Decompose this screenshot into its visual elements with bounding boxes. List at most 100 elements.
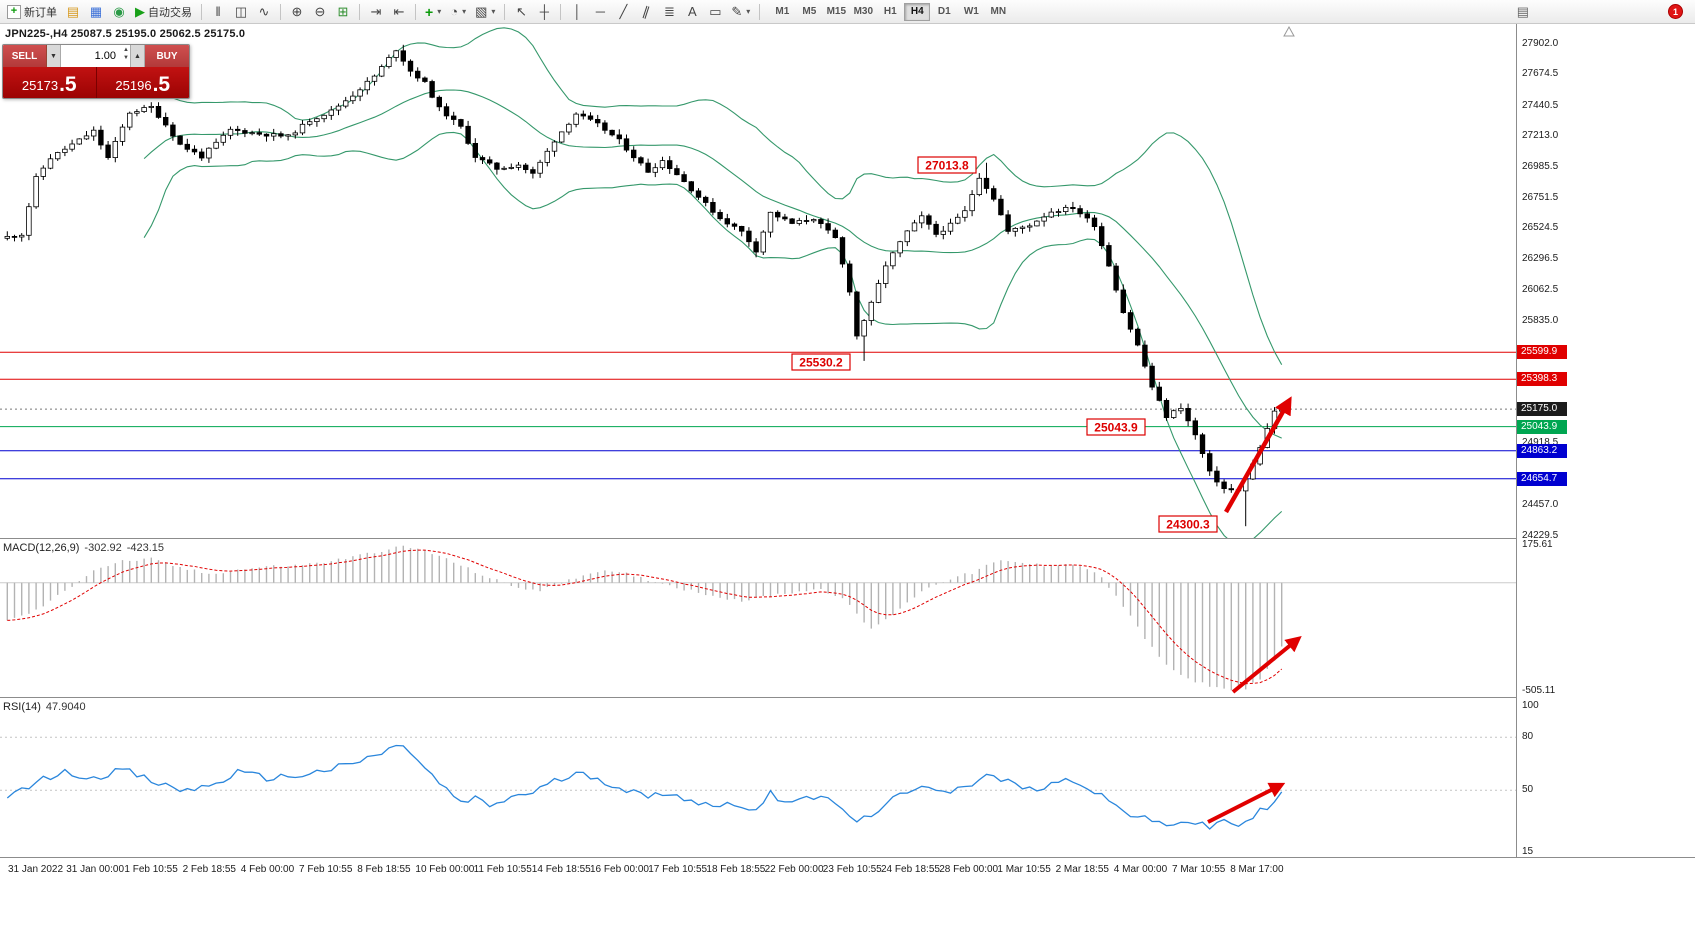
tile-windows-icon: ⊞	[337, 4, 349, 19]
time-axis-label: 10 Feb 00:00	[415, 864, 475, 875]
volume-increase-button[interactable]: ▲	[131, 45, 145, 67]
timeframe-button-h4[interactable]: H4	[904, 2, 931, 21]
rsi-canvas[interactable]	[0, 698, 1517, 856]
tile-windows-button[interactable]: ⊞	[332, 2, 354, 22]
timeframe-button-m1[interactable]: M1	[769, 3, 795, 21]
time-axis[interactable]: 31 Jan 2022 31 Jan 00:00 1 Feb 10:55 2 Feb …	[0, 857, 1695, 883]
buy-price-dec: .5	[152, 73, 171, 96]
panel-divider[interactable]	[0, 538, 1517, 539]
price-annotation[interactable]: 27013.8	[917, 156, 977, 174]
cursor-icon: ↖	[515, 4, 527, 19]
buy-button[interactable]: BUY	[145, 45, 189, 67]
price-annotation[interactable]: 25043.9	[1086, 418, 1146, 436]
line-chart-button[interactable]: ∿	[253, 2, 275, 22]
chart-shift-marker[interactable]	[1283, 25, 1295, 37]
toolbar-separator	[504, 3, 506, 20]
time-axis-label: 16 Feb 00:00	[590, 864, 649, 875]
trend-arrow-macd[interactable]	[1231, 635, 1302, 694]
rsi-name: RSI(14)	[3, 701, 41, 713]
zoom-in-button[interactable]: ⊕	[286, 2, 308, 22]
buy-price[interactable]: 25196.5	[97, 67, 190, 98]
text-button[interactable]: A	[681, 2, 703, 22]
zoom-out-button[interactable]: ⊖	[309, 2, 331, 22]
timeframe-button-m30[interactable]: M30	[850, 3, 876, 21]
price-level-badge: 25599.9	[1517, 345, 1567, 360]
timeframe-button-m15[interactable]: M15	[823, 3, 849, 21]
terminal-button[interactable]: ▤	[62, 2, 84, 22]
sell-button[interactable]: SELL	[3, 45, 47, 67]
timeframe-button-mn[interactable]: MN	[985, 3, 1011, 21]
time-axis-label: 11 Feb 10:55	[473, 864, 532, 875]
price-level-badge: 25398.3	[1517, 372, 1567, 387]
trade-panel-prices: 25173.5 25196.5	[3, 67, 189, 98]
time-axis-label: 31 Jan 2022	[8, 864, 64, 875]
volume-spinner[interactable]: ▲ ▼	[123, 46, 129, 63]
time-axis-label: 17 Feb 10:55	[648, 864, 708, 875]
channel-button[interactable]: ∥	[635, 2, 657, 22]
autotrading-icon: ▶	[135, 4, 145, 19]
trend-arrow-main[interactable]	[1224, 396, 1292, 514]
timeframe-button-w1[interactable]: W1	[958, 3, 984, 21]
time-axis-label: 2 Feb 18:55	[182, 864, 236, 875]
price-tick: 26524.5	[1522, 222, 1559, 234]
volume-field: ▲▼	[61, 45, 131, 67]
chevron-down-icon: ▾	[491, 7, 496, 16]
market-watch-button[interactable]: ▦	[85, 2, 107, 22]
chart-shift-icon: ⇤	[393, 4, 405, 19]
time-axis-label: 8 Mar 17:00	[1230, 864, 1284, 875]
vertical-line-button[interactable]: │	[566, 2, 588, 22]
toolbar-separator	[415, 3, 416, 20]
timeframe-button-d1[interactable]: D1	[931, 3, 957, 21]
spinner-up-icon[interactable]: ▲	[123, 47, 129, 53]
chart-shift-button[interactable]: ⇤	[388, 2, 410, 22]
horizontal-line-button[interactable]: ─	[589, 2, 611, 22]
price-annotation[interactable]: 25530.2	[791, 353, 851, 371]
new-order-button[interactable]: + 新订单	[3, 2, 61, 22]
new-order-label: 新订单	[24, 6, 57, 19]
auto-scroll-button[interactable]: ⇥	[365, 2, 387, 22]
indicators-button[interactable]: + ▾	[421, 2, 445, 22]
bar-chart-button[interactable]: ǁ	[207, 2, 229, 22]
timeframe-button-m5[interactable]: M5	[796, 3, 822, 21]
price-tick: 27213.0	[1522, 130, 1559, 142]
macd-name: MACD(12,26,9)	[3, 542, 80, 554]
price-tick: 24457.0	[1522, 499, 1559, 511]
volume-decrease-button[interactable]: ▼	[47, 45, 61, 67]
chevron-down-icon: ▾	[462, 7, 467, 16]
sell-price[interactable]: 25173.5	[3, 67, 96, 98]
print-icon[interactable]: ▤	[1516, 4, 1529, 19]
price-tick: 27902.0	[1522, 37, 1559, 49]
market-watch-icon: ▦	[89, 4, 103, 19]
trend-arrow-rsi[interactable]	[1207, 782, 1286, 824]
spinner-down-icon[interactable]: ▼	[123, 55, 129, 62]
crosshair-button[interactable]: ┼	[533, 2, 555, 22]
timeframe-button-h1[interactable]: H1	[877, 3, 903, 21]
time-axis-label: 1 Feb 10:55	[124, 864, 178, 875]
price-axis[interactable]: 27902.0 27674.5 27440.5 27213.0 26985.5 26751…	[1517, 24, 1695, 883]
trendline-button[interactable]: ╱	[612, 2, 634, 22]
sell-price-dec: .5	[59, 73, 77, 96]
main-chart-canvas[interactable]: 27013.8 25530.2 25043.9 24300.3	[0, 24, 1517, 539]
time-axis-label: 2 Mar 18:55	[1055, 864, 1109, 875]
price-tick: 26751.5	[1522, 191, 1559, 203]
candlestick-chart-button[interactable]: ◫	[230, 2, 252, 22]
text-label-button[interactable]: ▭	[704, 2, 726, 22]
fibonacci-button[interactable]: ≣	[658, 2, 680, 22]
notification-badge[interactable]: 1	[1668, 4, 1683, 19]
navigator-button[interactable]: ◉	[108, 2, 130, 22]
autotrading-button[interactable]: ▶ 自动交易	[131, 2, 196, 22]
indicators-icon: +	[425, 3, 434, 20]
macd-value: -302.92	[84, 542, 122, 554]
templates-button[interactable]: ▧ ▾	[471, 2, 499, 22]
price-annotation[interactable]: 24300.3	[1158, 515, 1218, 533]
periods-button[interactable]: ◔ ▾	[446, 2, 470, 22]
cursor-button[interactable]: ↖	[510, 2, 532, 22]
toolbar-separator	[759, 3, 761, 20]
shapes-button[interactable]: ✎ ▾	[727, 2, 754, 22]
macd-canvas[interactable]	[0, 539, 1517, 697]
volume-input[interactable]	[61, 45, 130, 67]
panel-divider[interactable]	[0, 697, 1517, 698]
rsi-scale-tick: 50	[1522, 784, 1534, 796]
svg-text:24300.3: 24300.3	[1166, 518, 1210, 532]
rsi-scale-tick: 80	[1522, 731, 1534, 743]
